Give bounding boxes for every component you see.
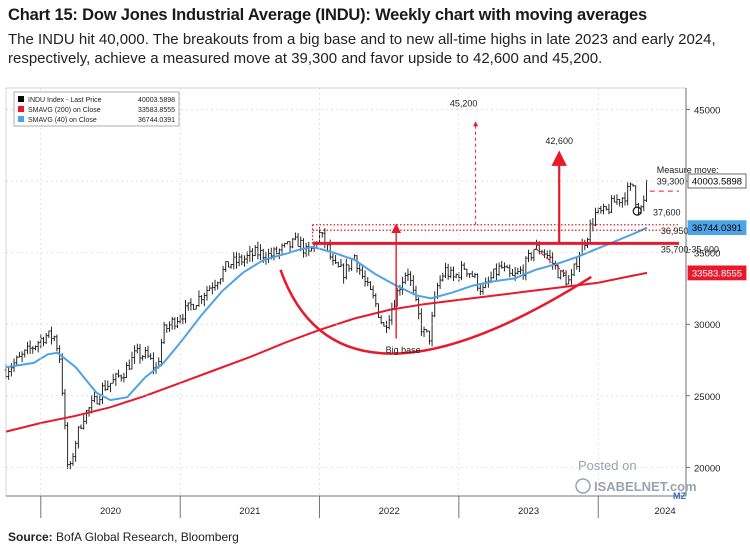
legend-value: 36744.0391 — [138, 117, 175, 124]
annotation-label: Measure move: — [657, 165, 719, 175]
legend-swatch — [18, 106, 24, 112]
legend-swatch — [18, 116, 24, 122]
legend-swatch — [18, 96, 24, 102]
chart-title: Chart 15: Dow Jones Industrial Average (… — [8, 6, 647, 24]
annotation-label: 37,600 — [653, 207, 681, 217]
sma200-line — [5, 271, 648, 433]
big-base-arc — [279, 269, 592, 355]
last-value-tag — [687, 265, 747, 281]
annotation-label: Big base — [386, 345, 421, 355]
pullback-circle — [632, 206, 642, 216]
source-label: Source: — [8, 530, 53, 544]
y-tick-label: 45000 — [694, 105, 720, 116]
annotation-label: 39,300 — [657, 177, 685, 187]
y-tick-label: 35000 — [694, 249, 720, 260]
y-tick-label: 20000 — [694, 463, 720, 474]
watermark-mark: MZ — [673, 491, 686, 501]
watermark-line1: Posted on — [578, 458, 637, 473]
last-value-tag — [687, 173, 747, 189]
annotation-label: 45,200 — [450, 99, 478, 109]
chart-subtitle: The INDU hit 40,000. The breakouts from … — [8, 31, 716, 67]
legend-label: SMAVG (40) on Close — [28, 117, 97, 124]
axes: 2000025000300003500040000450002020202120… — [5, 87, 720, 518]
last-value-tags: 40003.5898 36744.0391 33583.8555 — [687, 173, 747, 281]
last-value-label: 36744.0391 — [692, 223, 742, 234]
sma40-line — [5, 226, 648, 402]
last-value-label: 33583.8555 — [692, 268, 742, 279]
annotation-label: 42,600 — [545, 136, 573, 146]
legend: INDU Index - Last Price 40003.5898 SMAVG (… — [13, 91, 180, 127]
legend-label: SMAVG (200) on Close — [28, 107, 101, 114]
x-tick-label: 2022 — [379, 506, 400, 517]
x-tick-label: 2021 — [239, 506, 260, 517]
last-value-tag — [687, 220, 747, 236]
plot-frame — [5, 87, 687, 497]
plot-area — [4, 179, 648, 470]
y-tick-label: 25000 — [694, 392, 720, 403]
legend-value: 40003.5898 — [138, 97, 175, 104]
x-tick-label: 2020 — [100, 506, 121, 517]
source-text: BofA Global Research, Bloomberg — [52, 530, 239, 544]
x-tick-label: 2024 — [655, 506, 676, 517]
price-bars — [4, 179, 648, 470]
watermark: Posted on ISABELNET.com MZ — [575, 458, 697, 501]
annotation-label: 35,700-35,600 — [661, 245, 719, 255]
last-value-label: 40003.5898 — [692, 177, 742, 188]
legend-label: INDU Index - Last Price — [28, 97, 102, 104]
globe-icon — [575, 478, 591, 494]
legend-value: 33583.8555 — [138, 107, 175, 114]
watermark-line2: ISABELNET.com — [594, 479, 697, 494]
y-tick-label: 30000 — [694, 320, 720, 331]
legend-box — [13, 91, 180, 127]
downtrend-line — [535, 247, 568, 276]
x-tick-label: 2023 — [518, 506, 539, 517]
source-note: Source: BofA Global Research, Bloomberg — [8, 530, 239, 544]
